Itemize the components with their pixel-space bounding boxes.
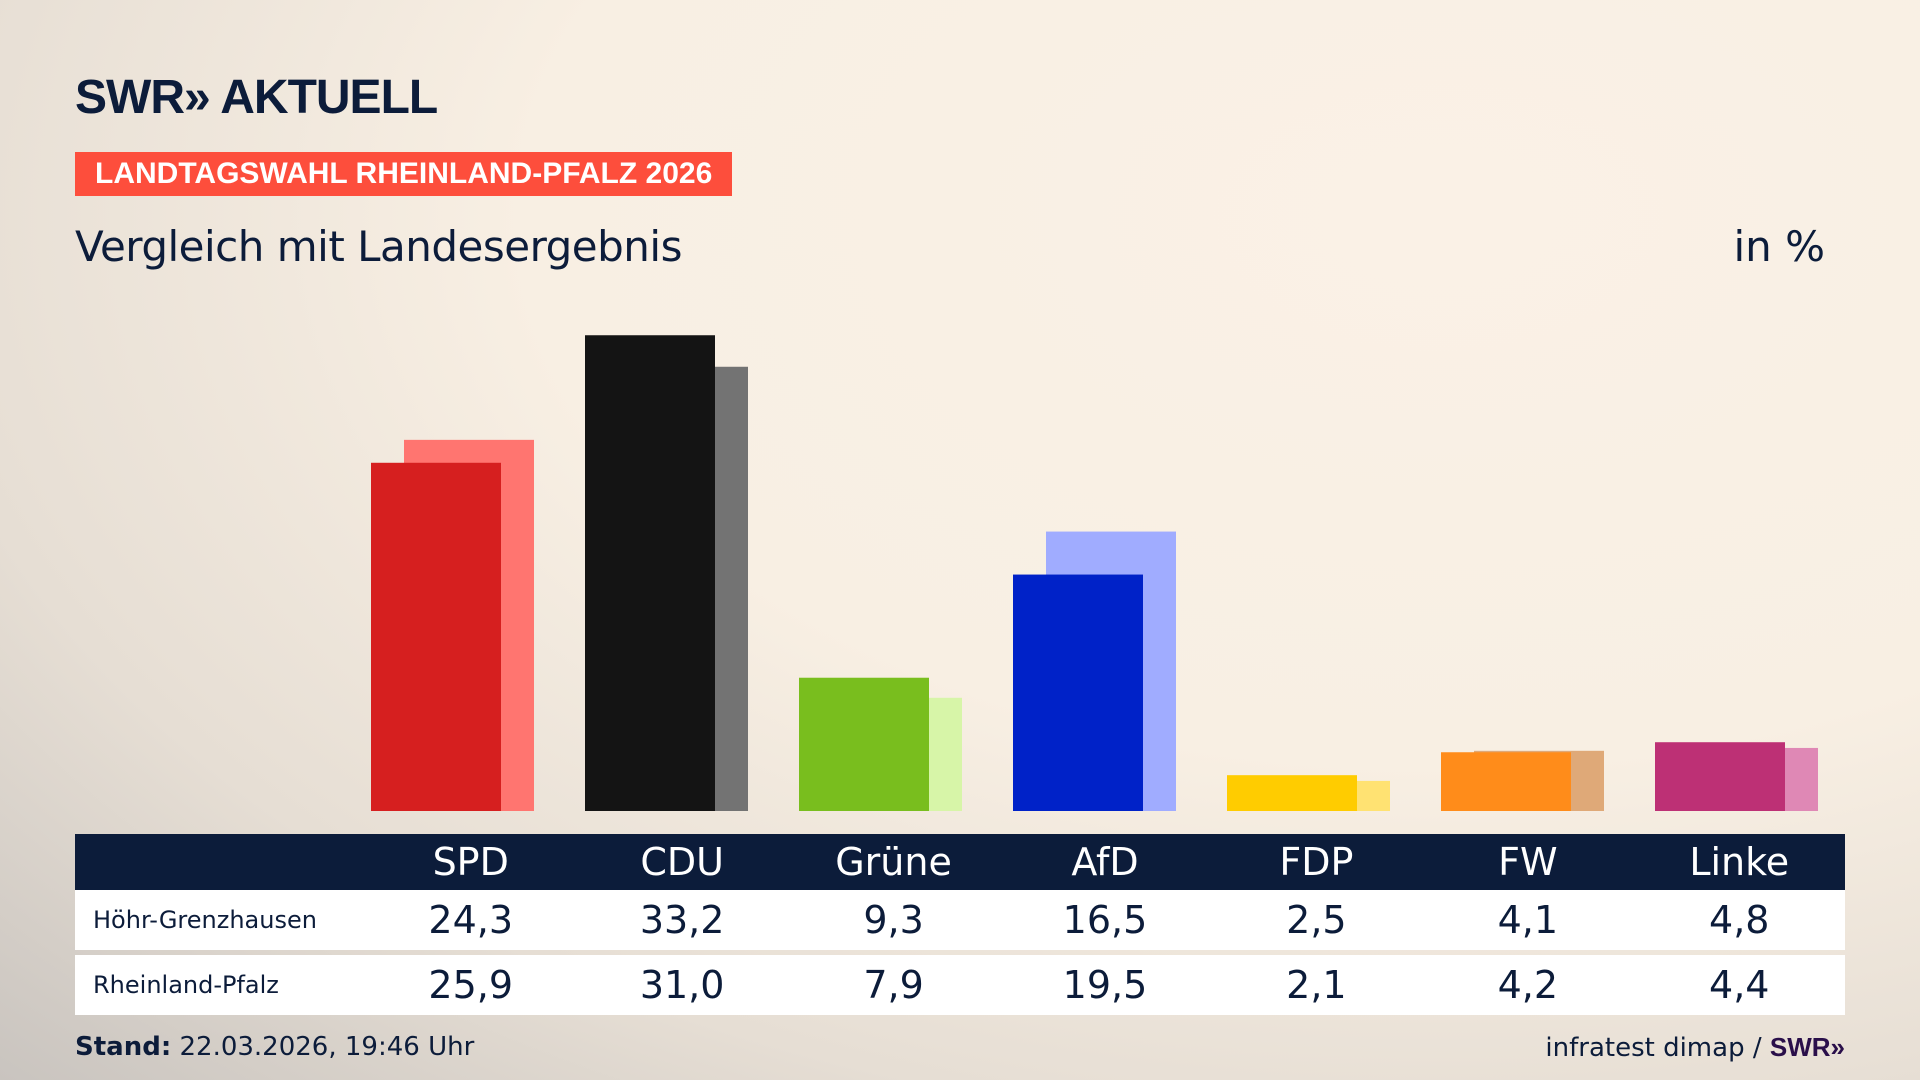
bar-chart — [371, 335, 1818, 811]
chart-title: Vergleich mit Landesergebnis — [75, 222, 682, 271]
stand-label: Stand: — [75, 1032, 172, 1062]
value-cell: 2,1 — [1286, 963, 1347, 1007]
stand-value: 22.03.2026, 19:46 Uhr — [179, 1032, 475, 1062]
results-table: SPD CDU Grüne AfD FDP FW Linke Höhr-Gren… — [75, 834, 1845, 1015]
row-label: Höhr-Grenzhausen — [93, 906, 317, 934]
value-cell: 4,2 — [1497, 963, 1559, 1007]
table-header: SPD CDU Grüne AfD FDP FW Linke — [75, 834, 1845, 890]
election-badge: LANDTAGSWAHL RHEINLAND-PFALZ 2026 — [75, 152, 733, 196]
timestamp: Stand: 22.03.2026, 19:46 Uhr — [75, 1032, 474, 1062]
value-cell: 9,3 — [863, 898, 924, 942]
value-cell: 4,4 — [1709, 963, 1770, 1007]
unit-label: in % — [1733, 222, 1825, 271]
party-header: Linke — [1689, 840, 1790, 884]
value-cell: 16,5 — [1062, 898, 1148, 942]
table-row: Höhr-Grenzhausen 24,3 33,2 9,3 16,5 2,5 … — [75, 890, 1845, 950]
bar-local-linke — [1655, 742, 1785, 811]
value-cell: 2,5 — [1286, 898, 1347, 942]
value-cell: 7,9 — [863, 963, 924, 1007]
party-header: AfD — [1071, 840, 1139, 884]
bar-local-fdp — [1227, 775, 1357, 811]
value-cell: 4,8 — [1709, 898, 1770, 942]
swr-aktuell-logo: SWR» AKTUELL — [75, 71, 438, 124]
value-cell: 33,2 — [639, 898, 725, 942]
source: infratest dimap / SWR» — [1545, 1032, 1845, 1063]
bar-local-afd — [1013, 574, 1143, 811]
bar-local-cdu — [585, 335, 715, 811]
bar-local-fw — [1441, 752, 1571, 811]
source-text: infratest dimap / — [1545, 1033, 1762, 1063]
party-header: FDP — [1279, 840, 1354, 884]
value-cell: 25,9 — [428, 963, 514, 1007]
value-cell: 4,1 — [1497, 898, 1559, 942]
table-row: Rheinland-Pfalz 25,9 31,0 7,9 19,5 2,1 4… — [75, 955, 1845, 1015]
party-header: FW — [1498, 840, 1558, 884]
swr-logo: SWR» — [1769, 1032, 1845, 1062]
party-header: SPD — [432, 840, 509, 884]
value-cell: 24,3 — [428, 898, 514, 942]
party-header: Grüne — [835, 840, 952, 884]
value-cell: 19,5 — [1062, 963, 1148, 1007]
party-header: CDU — [640, 840, 724, 884]
value-cell: 31,0 — [639, 963, 725, 1007]
row-label: Rheinland-Pfalz — [93, 971, 279, 999]
bar-local-spd — [371, 462, 501, 811]
bar-local-grüne — [799, 677, 929, 811]
